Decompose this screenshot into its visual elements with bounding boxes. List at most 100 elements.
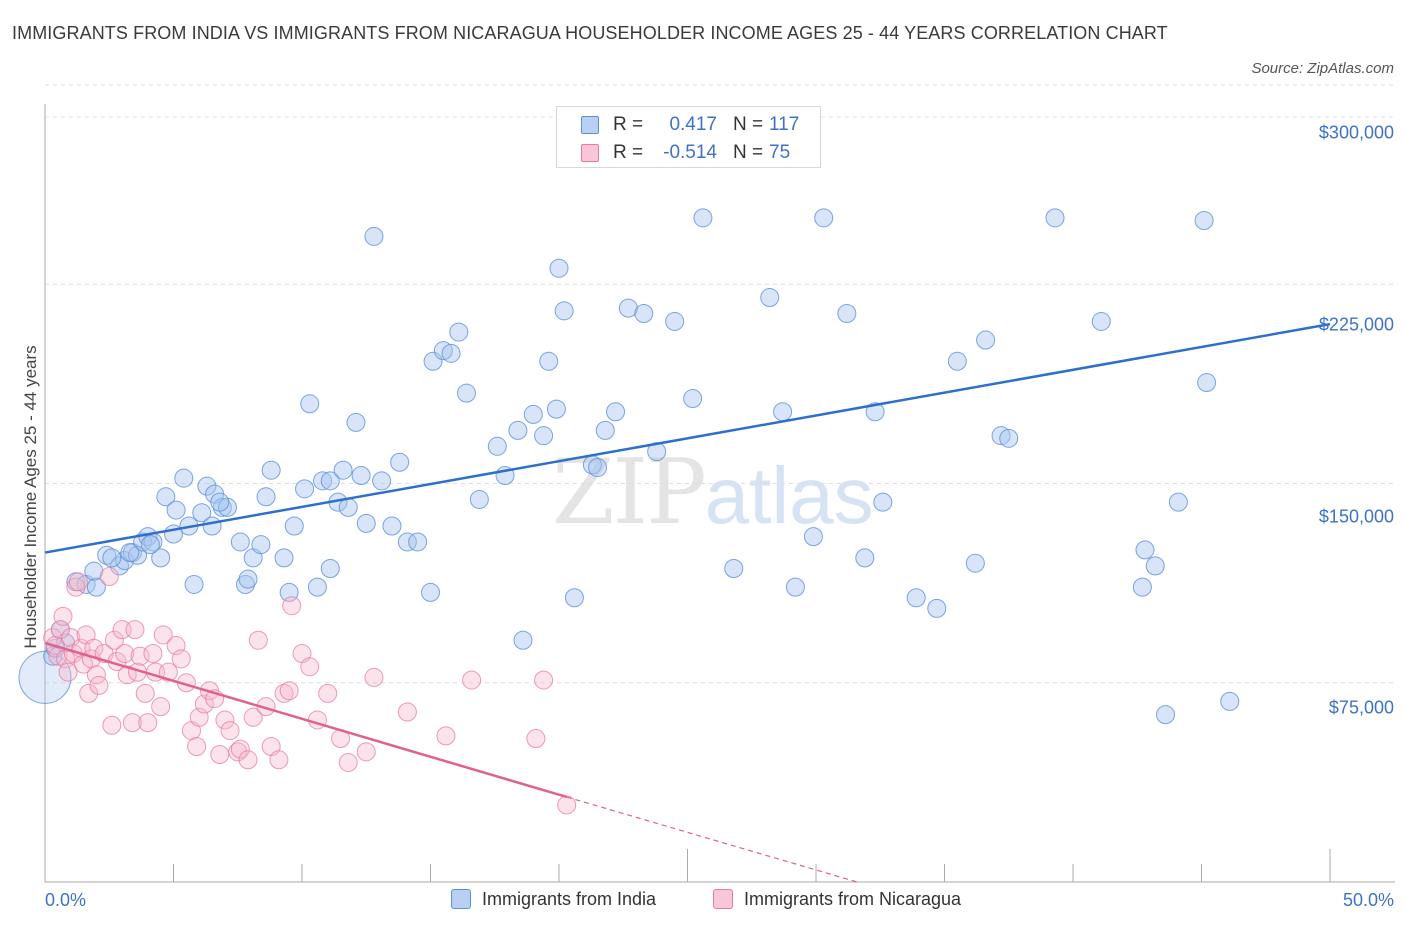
india-point	[346, 412, 366, 432]
india-point	[156, 487, 176, 507]
india-point	[724, 559, 744, 579]
india-point	[906, 588, 926, 608]
y-axis-label: Householder Income Ages 25 - 44 years	[21, 345, 40, 649]
watermark-atlas: atlas	[704, 451, 874, 540]
india-point	[1132, 577, 1152, 597]
nicaragua-point	[115, 644, 135, 664]
india-point	[1194, 210, 1214, 230]
nicaragua-point	[122, 713, 142, 733]
nicaragua-point	[187, 737, 207, 757]
nicaragua-point	[68, 572, 88, 592]
nicaragua-point	[230, 739, 250, 759]
nicaragua-point	[269, 750, 289, 770]
india-point	[814, 208, 834, 228]
india-point	[634, 303, 654, 323]
india-point	[999, 428, 1019, 448]
india-point	[320, 471, 340, 491]
india-point	[449, 322, 469, 342]
nicaragua-point	[243, 707, 263, 727]
nicaragua-swatch	[581, 144, 599, 162]
india-point	[773, 402, 793, 422]
nicaragua-point	[53, 606, 73, 626]
nicaragua-point	[125, 620, 145, 640]
india-point	[382, 516, 402, 536]
india-point	[837, 303, 857, 323]
india-point	[390, 452, 410, 472]
india-point	[235, 574, 255, 594]
nicaragua-point	[397, 702, 417, 722]
n-value: 117	[769, 114, 800, 135]
y-tick-label: $225,000	[1318, 314, 1394, 335]
india-trend-line	[44, 322, 1331, 554]
india-point	[855, 548, 875, 568]
nicaragua-point	[220, 721, 240, 741]
india-point	[202, 516, 222, 536]
india-point	[408, 532, 428, 552]
nicaragua-point	[248, 630, 268, 650]
india-point	[618, 298, 638, 318]
india-point	[965, 553, 985, 573]
india-point	[356, 513, 376, 533]
india-point	[338, 497, 358, 517]
nicaragua-point	[104, 630, 124, 650]
nicaragua-point	[138, 713, 158, 733]
india-point	[120, 543, 140, 563]
india-point	[947, 351, 967, 371]
india-point	[251, 535, 271, 555]
india-point	[300, 394, 320, 414]
nicaragua-point	[143, 644, 163, 664]
nicaragua-point	[526, 729, 546, 749]
nicaragua-point	[61, 628, 81, 648]
r-value: 0.417	[669, 114, 717, 135]
india-point	[1220, 691, 1240, 711]
india-point	[1091, 311, 1111, 331]
nicaragua-point	[210, 744, 230, 764]
r-label: R =	[613, 114, 644, 135]
india-point	[230, 532, 250, 552]
india-point	[1168, 492, 1188, 512]
india-point	[238, 569, 258, 589]
india-point	[927, 598, 947, 618]
legend-item-nicaragua[interactable]: Immigrants from Nicaragua	[713, 889, 961, 910]
india-point	[184, 574, 204, 594]
india-point	[174, 468, 194, 488]
source-note: Source: ZipAtlas.com	[1251, 60, 1394, 77]
r-label: R =	[613, 142, 644, 163]
nicaragua-point	[135, 683, 155, 703]
nicaragua-point	[89, 675, 109, 695]
india-point	[1197, 373, 1217, 393]
india-point	[86, 577, 106, 597]
india-point	[508, 420, 528, 440]
y-tick-label: $300,000	[1318, 122, 1394, 143]
india-point	[588, 458, 608, 478]
nicaragua-point	[66, 577, 86, 597]
nicaragua-legend-swatch	[713, 889, 733, 909]
india-point	[785, 577, 805, 597]
india-point	[554, 301, 574, 321]
india-points	[18, 208, 1240, 725]
chart-title: IMMIGRANTS FROM INDIA VS IMMIGRANTS FROM…	[12, 23, 1168, 43]
nicaragua-point	[279, 681, 299, 701]
india-point	[433, 341, 453, 361]
nicaragua-point	[356, 742, 376, 762]
india-point	[140, 535, 160, 555]
nicaragua-point	[462, 670, 482, 690]
n-label: N =	[733, 114, 764, 135]
india-point	[102, 548, 122, 568]
y-tick-label: $75,000	[1328, 697, 1394, 718]
legend-item-india[interactable]: Immigrants from India	[451, 889, 656, 910]
india-point	[873, 492, 893, 512]
stats-legend-box: R = 0.417 N = 117 R = -0.514 N = 75	[556, 106, 821, 168]
nicaragua-point	[102, 715, 122, 735]
india-point	[456, 383, 476, 403]
india-point	[469, 489, 489, 509]
nicaragua-point	[158, 662, 178, 682]
india-point	[423, 351, 443, 371]
nicaragua-point	[274, 683, 294, 703]
india-point	[210, 492, 230, 512]
india-point	[976, 330, 996, 350]
india-point	[274, 548, 294, 568]
nicaragua-point	[228, 742, 248, 762]
india-swatch	[581, 116, 599, 134]
nicaragua-point	[171, 649, 191, 669]
